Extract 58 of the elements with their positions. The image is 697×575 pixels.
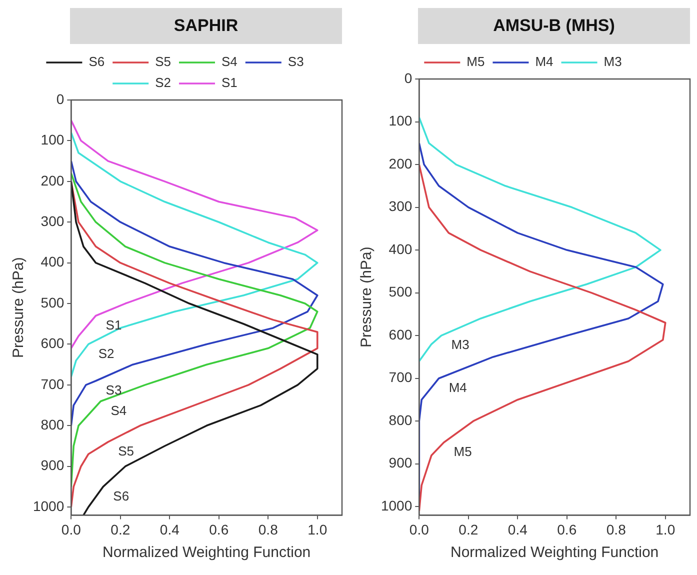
y-axis-title: Pressure (hPa) (10, 257, 28, 358)
y-tick-label: 0 (404, 70, 412, 86)
text: S4 (110, 402, 127, 418)
y-tick-label: 700 (40, 376, 64, 392)
x-axis-title: Normalized Weighting Function (102, 544, 311, 562)
legend-label: S1 (222, 75, 238, 90)
text: M4 (448, 380, 467, 395)
y-tick-label: 500 (40, 294, 64, 310)
x-tick-label: 0.0 (61, 521, 82, 538)
x-tick-label: 0.4 (508, 521, 528, 538)
y-tick-label: 400 (40, 254, 64, 270)
y-tick-label: 400 (388, 240, 412, 257)
text: S5 (118, 444, 134, 459)
x-tick-label: 0.8 (258, 521, 278, 538)
y-tick-label: 1000 (380, 498, 412, 514)
legend-label: S6 (88, 54, 105, 70)
chart-title: SAPHIR (70, 8, 342, 44)
text: S1 (106, 317, 122, 332)
text: S6 (113, 488, 130, 504)
text: S2 (98, 346, 114, 361)
x-tick-label: 0.2 (110, 521, 130, 538)
legend-label: M3 (604, 54, 622, 70)
y-tick-label: 700 (388, 369, 412, 386)
x-tick-label: 1.0 (308, 521, 328, 538)
y-tick-label: 100 (40, 132, 64, 148)
x-tick-label: 0.0 (409, 521, 430, 538)
legend-label: S5 (155, 54, 172, 70)
text: M5 (454, 444, 472, 460)
y-tick-label: 100 (388, 112, 412, 129)
y-tick-label: 300 (388, 198, 412, 214)
x-tick-label: 0.6 (557, 521, 577, 538)
legend-label: S4 (222, 54, 238, 70)
y-tick-label: 0 (56, 90, 64, 107)
y-tick-label: 800 (388, 412, 412, 428)
y-tick-label: 200 (388, 155, 412, 172)
x-tick-label: 0.4 (160, 521, 180, 538)
text: M3 (451, 337, 470, 352)
y-tick-label: 600 (40, 335, 64, 352)
y-tick-label: 500 (388, 284, 412, 300)
legend-label: S3 (288, 54, 304, 70)
y-tick-label: 600 (388, 326, 412, 342)
y-tick-label: 800 (40, 416, 64, 433)
legend-label: S2 (155, 75, 172, 90)
chart-title: AMSU-B (MHS) (418, 8, 690, 44)
legend-label: M4 (535, 54, 554, 70)
y-tick-label: 300 (40, 212, 64, 229)
legend-label: M5 (466, 54, 485, 70)
y-tick-label: 900 (40, 457, 64, 474)
x-tick-label: 0.6 (209, 521, 229, 538)
y-tick-label: 200 (40, 172, 64, 188)
x-axis-title: Normalized Weighting Function (450, 544, 659, 562)
x-tick-label: 1.0 (656, 521, 676, 538)
y-tick-label: 900 (388, 454, 412, 471)
x-tick-label: 0.2 (458, 521, 478, 538)
y-tick-label: 1000 (32, 498, 64, 514)
text: S3 (106, 382, 122, 398)
y-axis-title: Pressure (hPa) (358, 246, 376, 348)
x-tick-label: 0.8 (606, 521, 626, 538)
